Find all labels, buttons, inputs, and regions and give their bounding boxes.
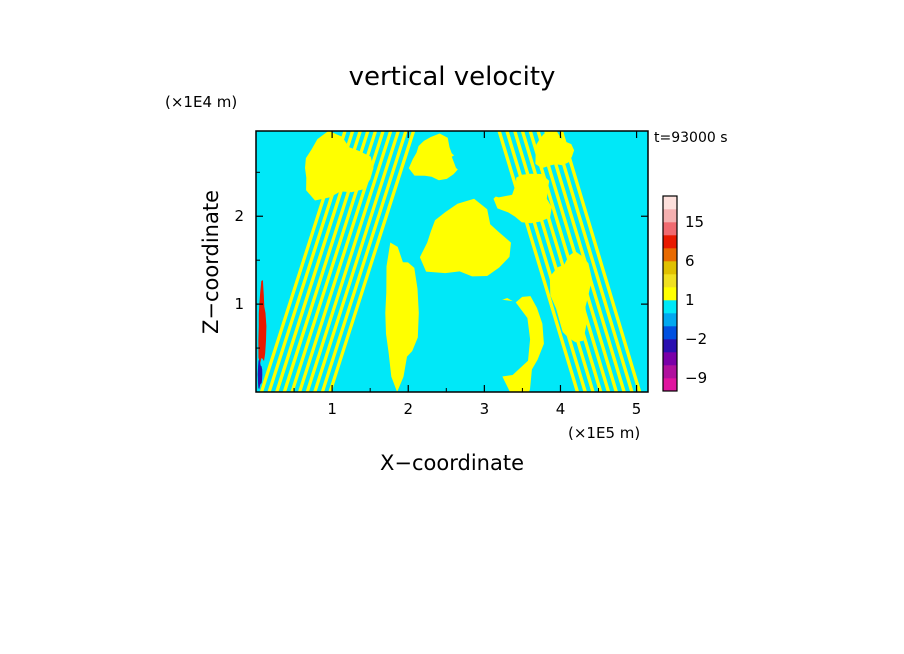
colorbar-swatch	[663, 209, 677, 223]
x-unit-label: (×1E5 m)	[568, 424, 640, 442]
field-stripe-positive	[259, 131, 347, 392]
colorbar-swatch	[663, 326, 677, 340]
colorbar-swatch	[663, 235, 677, 249]
field-stripe-positive	[290, 131, 378, 392]
field-stripe-positive	[305, 131, 393, 392]
field-stripe-positive	[528, 131, 611, 392]
colorbar-swatch	[663, 365, 677, 379]
field-stripe-positive	[313, 131, 400, 392]
field-stripe-positive	[320, 131, 408, 392]
colorbar-swatch	[663, 222, 677, 236]
field-region-positive	[385, 242, 419, 392]
field-region-negative	[423, 276, 531, 392]
field-stripe-positive	[544, 131, 626, 392]
field-stripe-positive	[536, 131, 619, 392]
colorbar-swatch	[663, 300, 677, 314]
field-stripe-positive	[520, 131, 603, 392]
colorbar-frame	[662, 195, 678, 392]
field-stripe-positive	[275, 131, 362, 392]
chart-title: vertical velocity	[349, 62, 556, 92]
colorbar-swatch	[663, 261, 677, 275]
colorbar-label: 1	[685, 291, 695, 309]
colorbar-swatch	[663, 196, 677, 210]
field-region-positive	[419, 198, 511, 277]
x-tick-label: 3	[480, 400, 490, 418]
field-stripe-positive	[297, 131, 385, 392]
colorbar-label: −9	[685, 369, 707, 387]
field-stripe-positive	[551, 131, 634, 392]
colorbar-swatch	[663, 313, 677, 327]
field-stripe-positive	[328, 131, 416, 392]
colorbar-swatch	[663, 248, 677, 262]
plot-frame	[255, 130, 649, 393]
field-stripe-positive	[505, 131, 587, 392]
x-tick-label: 1	[327, 400, 337, 418]
colorbar-label: 6	[685, 252, 695, 270]
x-axis-label: X−coordinate	[380, 451, 524, 475]
y-tick-label: 1	[234, 295, 244, 313]
time-label: t=93000 s	[654, 130, 728, 146]
colorbar-swatch	[663, 352, 677, 366]
colorbar-label: 15	[685, 213, 704, 231]
colorbar: −9 −2 1 6 15	[662, 195, 707, 392]
field-stripe-positive	[282, 131, 370, 392]
field-stripe-positive	[497, 131, 580, 392]
field-region-positive	[305, 131, 374, 201]
field-stripe-positive	[559, 131, 642, 392]
x-tick-label: 2	[403, 400, 413, 418]
field-stripe-positive	[513, 131, 595, 392]
plot-area	[255, 130, 649, 393]
colorbar-swatch	[663, 339, 677, 353]
y-tick-label: 2	[234, 207, 244, 225]
colorbar-swatch	[663, 287, 677, 301]
x-tick-label: 4	[556, 400, 566, 418]
field-region-negative	[451, 141, 529, 198]
field-region-strong_negative	[257, 359, 263, 389]
colorbar-swatch	[663, 274, 677, 288]
field-region-positive	[408, 133, 460, 181]
x-tick-label: 5	[632, 400, 642, 418]
colorbar-swatch	[663, 378, 677, 392]
y-axis-label: Z−coordinate	[199, 190, 223, 334]
colorbar-label: −2	[685, 330, 707, 348]
y-unit-label: (×1E4 m)	[165, 93, 237, 111]
field-region-strong_positive	[258, 280, 267, 364]
field-stripe-positive	[267, 131, 355, 392]
